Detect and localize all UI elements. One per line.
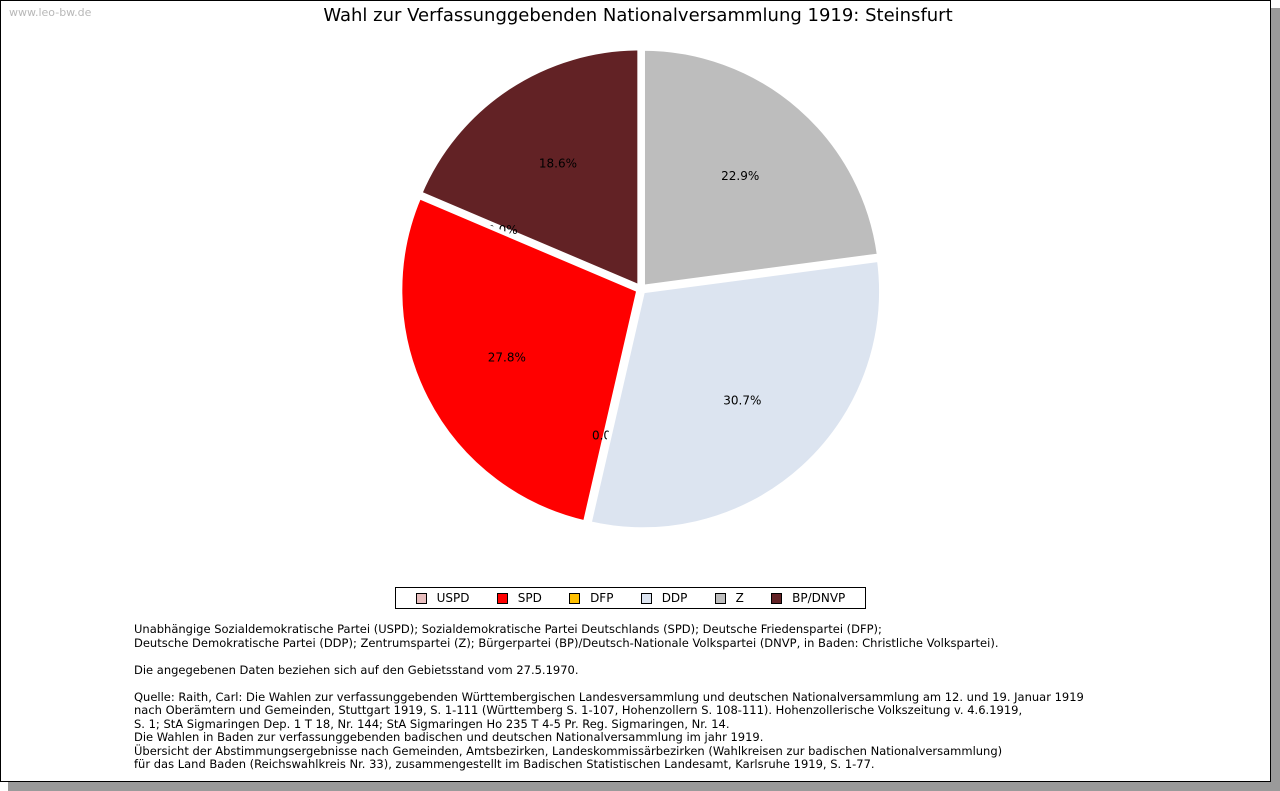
pie-slice-z <box>640 46 882 290</box>
frame-shadow-bottom <box>8 782 1280 791</box>
chart-legend: USPD SPD DFP DDP Z BP/DNVP <box>395 587 866 609</box>
chart-notes: Unabhängige Sozialdemokratische Partei (… <box>134 622 1254 772</box>
chart-title: Wahl zur Verfassunggebenden Nationalvers… <box>323 5 953 26</box>
legend-item-z: Z <box>714 591 744 605</box>
legend-item-bp-dnvp: BP/DNVP <box>771 591 845 605</box>
legend-swatch-dfp <box>569 592 581 604</box>
legend-item-spd: SPD <box>496 591 542 605</box>
slice-label-spd: 27.8% <box>488 350 526 364</box>
legend-item-ddp: DDP <box>640 591 688 605</box>
pie-chart: 18.6%0.0%27.8%0.0%30.7%22.9% <box>398 46 883 532</box>
legend-label-spd: SPD <box>517 591 542 605</box>
frame-shadow-right <box>1271 8 1280 791</box>
notes-territory: Die angegebenen Daten beziehen sich auf … <box>134 662 579 677</box>
notes-source: Quelle: Raith, Carl: Die Wahlen zur verf… <box>134 689 1084 771</box>
legend-label-z: Z <box>735 591 744 605</box>
legend-swatch-spd <box>496 592 508 604</box>
pie-slice-ddp <box>587 257 883 532</box>
notes-parties: Unabhängige Sozialdemokratische Partei (… <box>134 622 999 650</box>
legend-swatch-bp-dnvp <box>771 592 783 604</box>
slice-label-bp-dnvp: 18.6% <box>539 156 577 170</box>
slice-label-ddp: 30.7% <box>723 393 761 407</box>
pie-slice-bp-dnvp <box>417 46 642 290</box>
legend-swatch-uspd <box>415 592 427 604</box>
legend-label-bp-dnvp: BP/DNVP <box>792 591 846 605</box>
slice-label-z: 22.9% <box>721 169 759 183</box>
legend-swatch-z <box>714 592 726 604</box>
legend-item-uspd: USPD <box>415 591 470 605</box>
watermark: www.leo-bw.de <box>9 6 92 19</box>
legend-label-ddp: DDP <box>661 591 688 605</box>
legend-label-dfp: DFP <box>590 591 614 605</box>
legend-swatch-ddp <box>640 592 652 604</box>
legend-item-dfp: DFP <box>569 591 613 605</box>
pie-slice-spd <box>398 194 641 525</box>
legend-label-uspd: USPD <box>436 591 470 605</box>
